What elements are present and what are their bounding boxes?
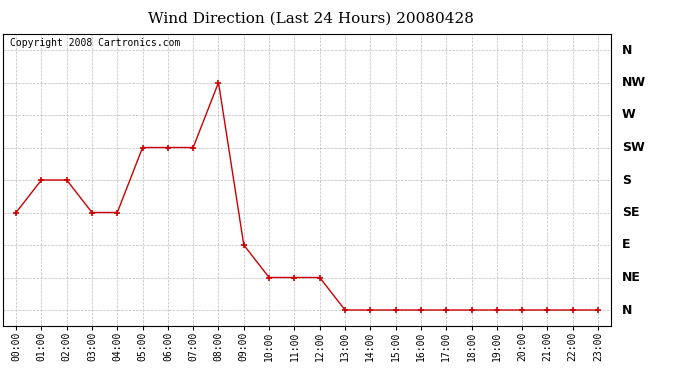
Text: SW: SW bbox=[622, 141, 644, 154]
Text: NW: NW bbox=[622, 76, 646, 89]
Text: NE: NE bbox=[622, 271, 640, 284]
Text: SE: SE bbox=[622, 206, 639, 219]
Text: N: N bbox=[622, 44, 632, 57]
Text: N: N bbox=[622, 303, 632, 316]
Text: W: W bbox=[622, 108, 635, 122]
Text: Copyright 2008 Cartronics.com: Copyright 2008 Cartronics.com bbox=[10, 38, 180, 48]
Text: S: S bbox=[622, 174, 631, 186]
Text: E: E bbox=[622, 238, 630, 252]
Text: Wind Direction (Last 24 Hours) 20080428: Wind Direction (Last 24 Hours) 20080428 bbox=[148, 11, 473, 25]
